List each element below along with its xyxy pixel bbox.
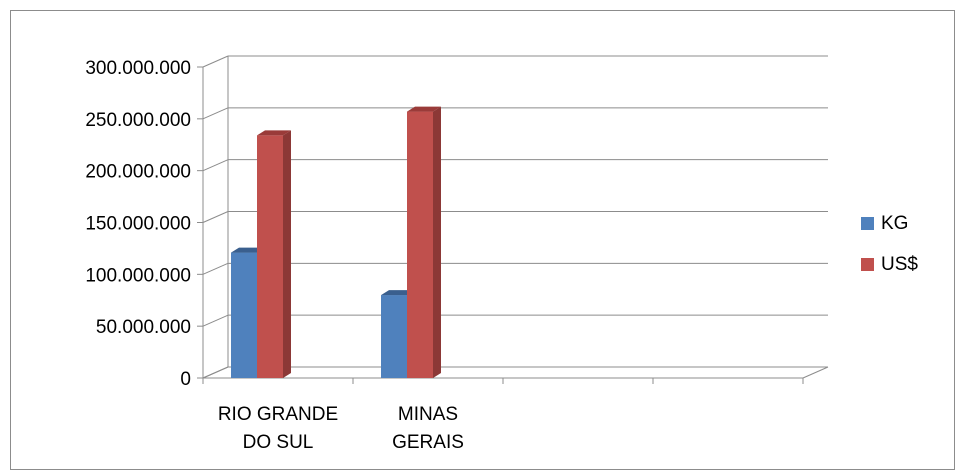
legend-label: KG	[881, 213, 908, 234]
gridline-diagonal	[202, 55, 229, 68]
category-labels: RIO GRANDE DO SUL MINAS GERAIS	[218, 404, 464, 453]
y-tick-label: 100.000.000	[85, 265, 191, 286]
bar-front	[231, 252, 257, 378]
bar-side	[433, 106, 441, 379]
x-tick-label: DO SUL	[243, 432, 314, 453]
grid-group: 0 50.000.000 100.000.000 150.000.000 200.000…	[85, 55, 829, 390]
bar-top	[407, 106, 441, 112]
bar-front	[381, 295, 407, 378]
legend-label: US$	[881, 254, 918, 275]
bar-front	[257, 135, 283, 378]
legend: KG US$	[861, 213, 918, 275]
bar-top	[257, 130, 291, 136]
gridline-diagonal	[202, 366, 229, 379]
y-tick-label: 300.000.000	[85, 58, 191, 79]
bar-us-0	[257, 130, 291, 378]
x-tick-label: GERAIS	[392, 432, 464, 453]
gridline-diagonal	[202, 314, 229, 327]
chart-frame	[10, 10, 955, 470]
bar-us-1	[407, 106, 441, 379]
bar-top	[231, 247, 265, 253]
gridline-diagonal	[202, 159, 229, 172]
legend-swatch	[861, 217, 874, 230]
floor-right-edge	[802, 366, 829, 379]
y-tick-label: 50.000.000	[96, 317, 191, 338]
gridline-diagonal	[202, 262, 229, 275]
y-tick-label: 250.000.000	[85, 110, 191, 131]
legend-swatch	[861, 258, 874, 271]
bar-top	[381, 290, 415, 296]
x-tick-label: MINAS	[398, 404, 458, 425]
gridline-diagonal	[202, 107, 229, 120]
y-tick-label: 0	[180, 369, 191, 390]
x-tick-label: RIO GRANDE	[218, 404, 338, 425]
bar-side	[283, 130, 291, 378]
y-tick-label: 200.000.000	[85, 162, 191, 183]
bar-front	[407, 111, 433, 379]
y-tick-label: 150.000.000	[85, 214, 191, 235]
bars-group	[231, 106, 441, 379]
gridline-diagonal	[202, 211, 229, 223]
